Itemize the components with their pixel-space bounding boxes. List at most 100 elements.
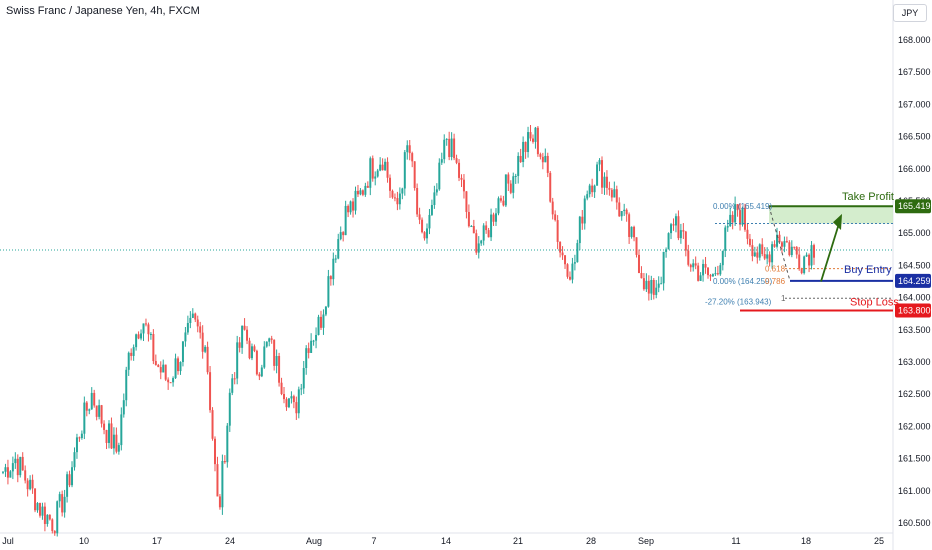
candle [591,178,594,197]
candle [164,364,167,382]
candle-body [21,456,24,471]
candle-body [103,423,106,430]
candle [707,267,710,279]
candle-body [260,367,263,377]
candle [196,315,199,333]
candle [576,239,579,263]
candle [630,226,633,239]
candle-body [613,189,616,198]
candle-body [596,164,599,186]
candle-body [107,423,110,443]
candle [349,200,352,215]
candle-body [149,334,152,336]
candle-body [524,141,527,153]
candle-body [776,234,779,247]
candle [305,345,308,375]
candle-body [216,464,219,497]
candle-body [785,241,788,243]
candle [265,341,268,348]
candle [739,203,742,231]
currency-button[interactable]: JPY [893,4,927,22]
candle [499,195,502,203]
candle-body [322,314,325,328]
candle-body [665,249,668,252]
price-tick-label: 163.500 [898,325,931,335]
candle-body [726,226,729,228]
candle [593,184,596,198]
candle [376,168,379,178]
candle [332,252,335,286]
candles [2,124,815,537]
candle-body [63,496,66,513]
candle-body [38,503,41,516]
candle [571,257,574,284]
candle-body [115,434,118,452]
candle-body [743,207,746,230]
candle-body [702,263,705,276]
candle-body [736,204,739,211]
candle-body [504,174,507,206]
candle [374,171,377,186]
candle [334,254,337,263]
candle-body [75,437,78,453]
candle [85,401,88,417]
candle-body [223,460,226,463]
candle-body [578,216,581,244]
candle-body [233,378,236,380]
take-profit-zone [769,206,893,224]
candle [41,502,44,520]
candle [260,364,263,378]
price-tick-label: 160.500 [898,518,931,528]
candle [561,246,564,260]
candle-body [507,174,510,184]
candle-body [610,189,613,198]
candle-body [684,231,687,251]
candle [640,266,643,279]
candle-body [721,250,724,266]
candle-body [71,467,74,486]
candle [697,262,700,282]
candle-body [142,323,145,334]
candle [714,266,717,277]
arrow-head [833,213,842,230]
candle-body [704,263,707,268]
candle-body [443,139,446,160]
candle [2,471,4,475]
candle [726,219,729,232]
candle [699,272,702,281]
candle-body [682,230,685,232]
candle [467,204,470,228]
candle [147,322,150,342]
candle [177,356,180,375]
candle [682,223,685,240]
candle [620,210,623,221]
candle [61,490,64,517]
candle-body [90,392,93,410]
candle-body [88,409,91,411]
candle [601,156,604,195]
candle [731,211,734,230]
candle-body [78,437,81,439]
candle-body [98,405,101,417]
candle-body [369,158,372,188]
candle [191,308,194,319]
candle-body [181,341,184,363]
candle-body [670,224,673,234]
candle [549,170,552,203]
price-tick-label: 168.000 [898,35,931,45]
candle [312,339,315,346]
candle-body [401,188,404,194]
candle-body [423,232,426,239]
candle-body [263,346,266,368]
candle-body [428,214,431,229]
candle [144,318,147,327]
candle [295,396,298,420]
candle [167,377,170,390]
candle-body [421,219,424,233]
candle [162,359,165,373]
candle-body [147,324,150,335]
candle-body [798,254,801,269]
price-tick-label: 161.000 [898,486,931,496]
candle [51,518,54,534]
candle-body [462,179,465,192]
